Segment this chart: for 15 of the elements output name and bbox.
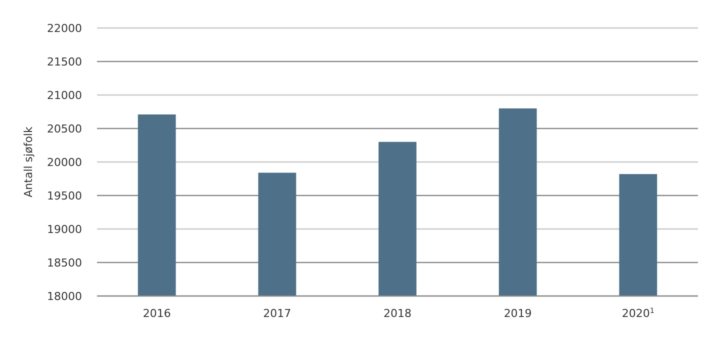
x-tick-label: 2020$^{1}$	[622, 306, 654, 320]
y-tick-label: 20500	[47, 122, 82, 136]
x-tick-label: 2019	[504, 307, 532, 320]
y-tick-label: 22000	[47, 22, 82, 35]
x-tick-label: 2016	[142, 307, 171, 320]
x-tick-label: 2018	[384, 307, 412, 320]
x-tick-label: 2017	[263, 307, 292, 320]
y-tick-label: 19000	[47, 222, 82, 236]
y-tick-label: 19500	[47, 189, 82, 202]
y-tick-label: 21000	[47, 88, 82, 102]
y-axis-title: Antall sjøfolk	[22, 126, 35, 198]
y-tick-label: 21500	[47, 55, 82, 68]
y-tick-label: 20000	[47, 156, 82, 169]
y-tick-label: 18000	[47, 290, 82, 303]
y-tick-label: 18500	[47, 256, 82, 270]
